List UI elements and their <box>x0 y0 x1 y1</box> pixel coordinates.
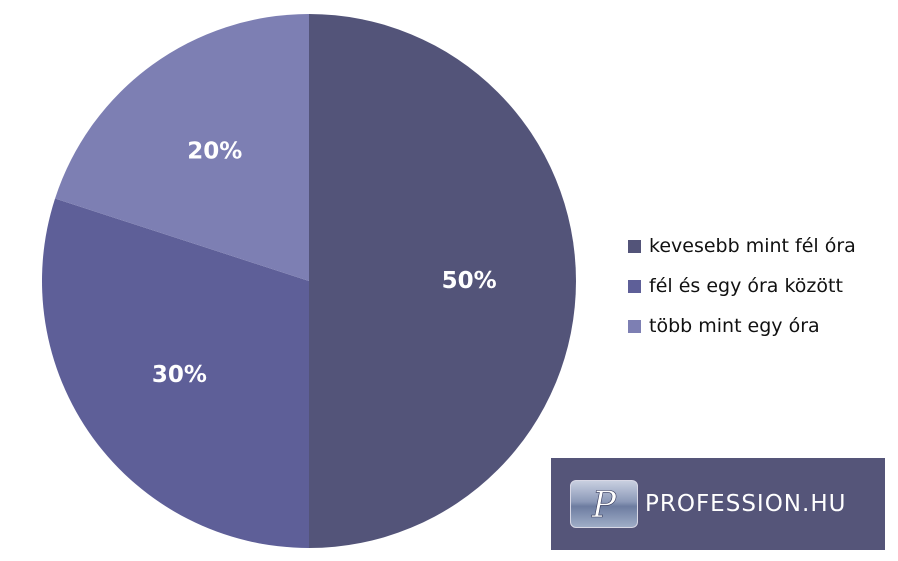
pie-value-labels: 50% 30% 20% <box>152 138 497 388</box>
legend-item: több mint egy óra <box>628 306 890 346</box>
profession-p-logo-icon: P <box>570 480 638 528</box>
legend-item: kevesebb mint fél óra <box>628 226 890 266</box>
profession-logo: P PROFESSION.HU <box>551 458 885 550</box>
slice-value-label: 20% <box>187 138 242 164</box>
legend-swatch <box>628 279 641 293</box>
svg-text:P: P <box>591 485 617 526</box>
pie-slice <box>55 14 310 281</box>
legend-swatch <box>628 239 641 253</box>
slice-value-label: 50% <box>442 268 497 294</box>
pie-slice <box>309 14 576 548</box>
legend-label: fél és egy óra között <box>649 275 843 297</box>
legend-swatch <box>628 319 641 333</box>
logo-wordmark: PROFESSION.HU <box>645 491 847 517</box>
legend-label: több mint egy óra <box>649 315 820 337</box>
legend: kevesebb mint fél óra fél és egy óra köz… <box>628 226 890 346</box>
pie-slice <box>41 198 309 548</box>
pie-slices <box>41 14 576 548</box>
legend-item: fél és egy óra között <box>628 266 890 306</box>
slice-value-label: 30% <box>152 362 207 388</box>
legend-label: kevesebb mint fél óra <box>649 235 856 257</box>
